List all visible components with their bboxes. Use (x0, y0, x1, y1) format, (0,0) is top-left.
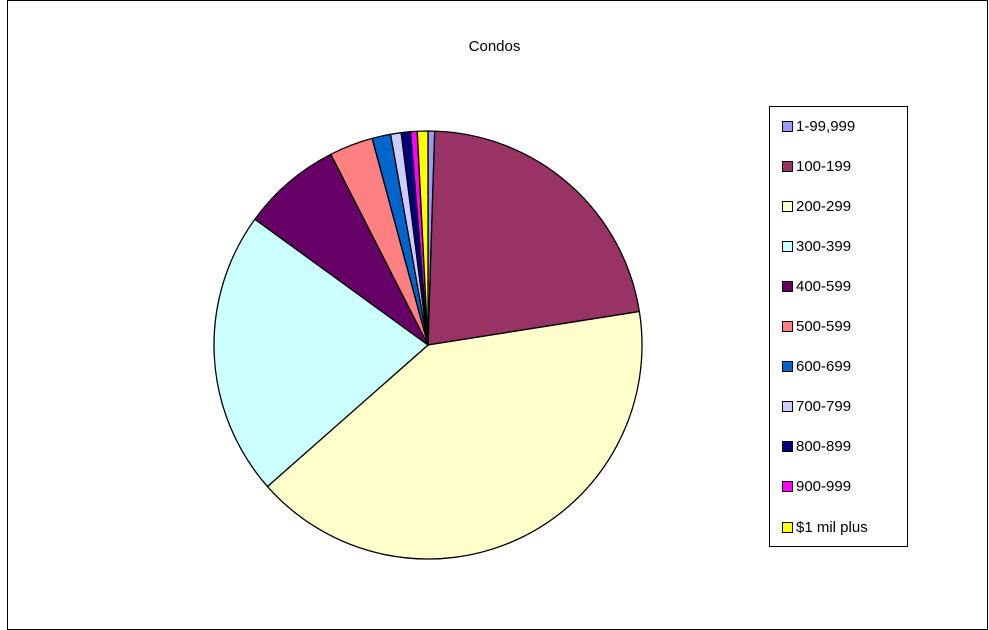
legend-item: 1-99,999 (782, 116, 855, 136)
legend-item: 300-399 (782, 236, 851, 256)
legend-label: 500-599 (796, 318, 852, 335)
legend-label: 1-99,999 (796, 117, 856, 135)
legend-swatch (782, 521, 793, 533)
pie-slice-100-199 (427, 130, 641, 346)
pie-slice-300-399 (213, 218, 429, 488)
legend-item: 600-699 (782, 357, 851, 377)
legend-label: 300-399 (796, 237, 852, 255)
legend-label: 600-699 (796, 358, 852, 376)
pie-slice-400-599 (254, 153, 429, 346)
legend-item: 800-899 (782, 437, 851, 457)
legend-swatch (782, 160, 793, 172)
legend-item: 900-999 (782, 477, 851, 497)
legend-swatch (782, 441, 793, 453)
legend-label: 400-599 (796, 277, 852, 295)
legend-item: 700-799 (782, 397, 851, 417)
legend: 1-99,999 100-199 200-299 300-399 400-599 500-… (769, 106, 908, 547)
pie-slice-1-mil-plus (416, 130, 429, 346)
legend-swatch (782, 321, 793, 332)
chart-title: Condos (468, 38, 521, 55)
legend-swatch (782, 280, 793, 292)
legend-swatch (782, 481, 793, 493)
legend-item: $1 mil plus (782, 517, 868, 537)
legend-item: 200-299 (782, 196, 851, 216)
legend-swatch (782, 361, 793, 373)
legend-item: 100-199 (782, 156, 851, 176)
pie-slice-200-299 (266, 310, 643, 560)
legend-label: 100-199 (796, 157, 852, 175)
legend-label: 700-799 (796, 398, 852, 416)
legend-item: 400-599 (782, 276, 851, 296)
legend-swatch (782, 240, 793, 252)
legend-label: 800-899 (796, 438, 852, 456)
legend-swatch (782, 200, 793, 212)
legend-swatch (782, 401, 793, 413)
legend-label: 900-999 (796, 478, 852, 496)
legend-item: 500-599 (782, 317, 851, 337)
legend-label: $1 mil plus (796, 518, 868, 536)
legend-swatch (782, 120, 793, 132)
legend-label: 200-299 (796, 197, 852, 215)
